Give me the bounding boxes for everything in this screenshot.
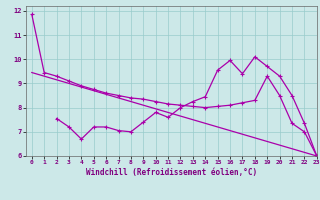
X-axis label: Windchill (Refroidissement éolien,°C): Windchill (Refroidissement éolien,°C) (86, 168, 257, 177)
